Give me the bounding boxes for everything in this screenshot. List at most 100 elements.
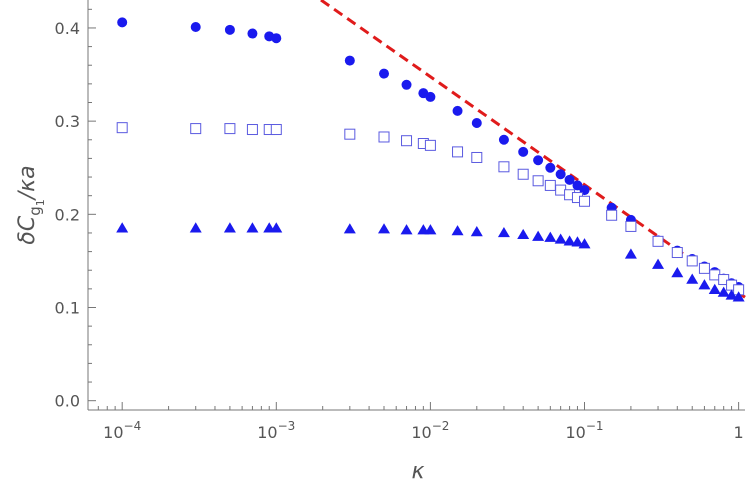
triangle-point: [497, 226, 510, 238]
triangle-point: [270, 222, 283, 233]
triangle-point: [189, 222, 202, 233]
y-axis-title-base: δC: [15, 215, 40, 244]
circle-point: [224, 24, 235, 35]
y-axis-title: δCg1/κa: [15, 165, 47, 244]
triangle-point: [725, 289, 738, 300]
x-tick-mantissa: 10: [103, 423, 123, 442]
y-tick-label: 0.3: [55, 112, 80, 131]
triangle-point: [424, 224, 437, 235]
y-axis-title-sub: g: [26, 206, 44, 216]
square-point: [532, 175, 544, 187]
y-tick-label: 0.4: [55, 19, 80, 38]
circle-point: [117, 17, 128, 28]
x-tick-exponent: −2: [432, 419, 450, 433]
triangle-point: [532, 230, 545, 241]
x-tick-exponent: −3: [278, 419, 296, 433]
square-point: [544, 179, 556, 191]
triangle-point: [624, 248, 637, 259]
triangle-point: [698, 279, 711, 290]
square-point: [246, 124, 258, 136]
circle-point: [344, 55, 355, 66]
square-point: [517, 168, 529, 180]
square-point: [424, 139, 436, 151]
y-axis-title-subsub: 1: [34, 199, 47, 206]
axes: [87, 0, 745, 411]
triangle-point: [223, 222, 236, 233]
square-point: [378, 131, 390, 143]
x-tick-label: 10−4: [103, 419, 141, 442]
square-point: [686, 255, 698, 267]
circle-point: [471, 118, 482, 128]
y-axis-title-tail: /κa: [15, 165, 40, 201]
circle-point: [498, 134, 509, 145]
y-tick-label: 0.1: [55, 299, 80, 318]
data-marks: [116, 17, 745, 302]
square-point: [625, 220, 637, 232]
square-point: [498, 161, 510, 173]
reference-dashed-line: [320, 0, 746, 299]
square-point: [344, 128, 356, 140]
x-tick-label: 1: [734, 423, 744, 442]
square-point: [116, 122, 128, 134]
circle-point: [425, 91, 436, 102]
triangle-point: [116, 222, 129, 233]
reference-line-group: [320, 0, 746, 299]
square-point: [270, 124, 282, 136]
triangle-point: [400, 224, 413, 235]
triangle-point: [544, 231, 557, 242]
square-point: [579, 195, 591, 207]
y-tick-label: 0.2: [55, 205, 80, 224]
x-tick-mantissa: 10: [565, 423, 585, 442]
x-tick-mantissa: 10: [411, 423, 431, 442]
triangle-point: [470, 226, 483, 237]
square-point: [190, 123, 202, 135]
x-axis-title: κ: [412, 459, 425, 484]
square-point: [698, 262, 710, 274]
circle-point: [572, 180, 583, 191]
circle-point: [555, 169, 566, 180]
x-tick-mantissa: 1: [734, 423, 744, 442]
square-point: [224, 123, 236, 135]
circle-point: [379, 68, 390, 79]
x-tick-exponent: −1: [586, 419, 604, 433]
x-tick-exponent: −4: [124, 419, 142, 433]
y-tick-label: 0.0: [55, 392, 80, 411]
circle-point: [564, 174, 575, 185]
triangle-point: [571, 236, 584, 247]
circle-point: [452, 105, 463, 116]
square-point: [471, 151, 483, 163]
tick-labels: 10−4 10−3 10−2 10−1 10.00.10.20.30.4: [55, 19, 744, 442]
triangle-point: [578, 238, 591, 249]
circle-point: [518, 146, 529, 157]
circle-point: [401, 79, 412, 90]
square-point: [718, 274, 730, 286]
x-tick-label: 10−1: [565, 419, 603, 442]
triangle-point: [451, 225, 464, 236]
triangle-point: [686, 273, 699, 284]
triangle-point: [378, 223, 391, 234]
square-point: [401, 135, 413, 147]
circle-point: [533, 155, 544, 166]
triangle-point: [732, 291, 745, 302]
triangle-point: [554, 233, 567, 244]
square-point: [452, 146, 464, 158]
triangle-point: [563, 235, 576, 246]
triangle-point: [246, 222, 259, 233]
circle-point: [545, 162, 556, 173]
triangle-point: [343, 223, 356, 234]
circle-point: [271, 33, 282, 44]
x-tick-label: 10−3: [257, 419, 295, 442]
triangle-point: [652, 258, 665, 269]
triangle-point: [517, 228, 530, 240]
square-point: [652, 235, 664, 247]
triangle-point: [708, 283, 721, 294]
circle-point: [247, 28, 258, 39]
triangle-point: [717, 286, 730, 297]
triangle-point: [671, 267, 684, 278]
x-tick-label: 10−2: [411, 419, 449, 442]
x-tick-mantissa: 10: [257, 423, 277, 442]
circle-point: [190, 22, 201, 33]
square-point: [671, 247, 683, 259]
ticks: [87, 8, 740, 410]
